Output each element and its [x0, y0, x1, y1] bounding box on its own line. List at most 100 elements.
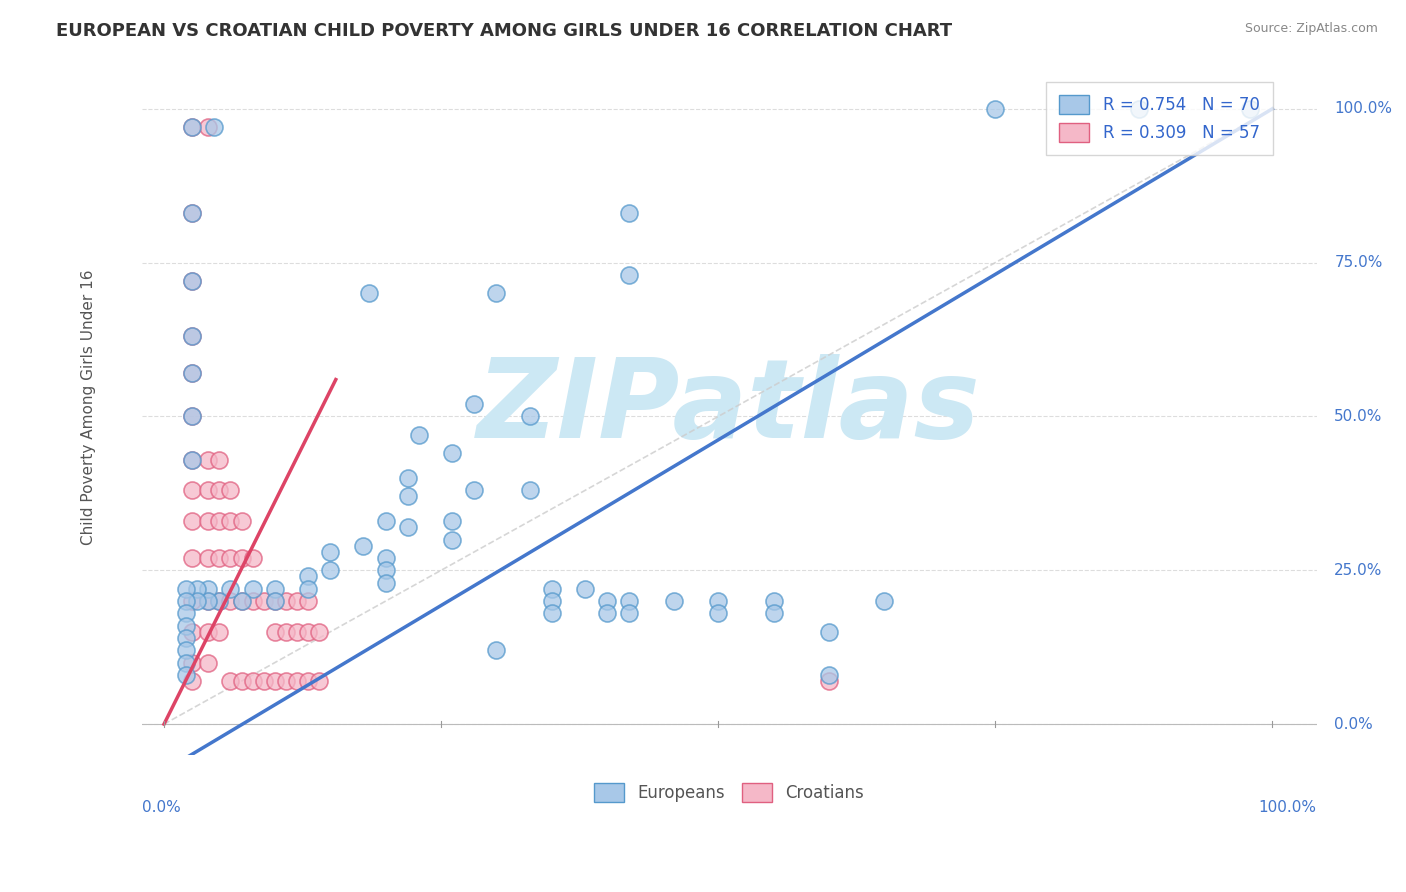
Point: [186, 582, 208, 596]
Point: [263, 582, 285, 596]
Point: [180, 367, 202, 381]
Point: [308, 674, 330, 689]
Point: [174, 668, 197, 682]
Point: [186, 594, 208, 608]
Point: [441, 533, 464, 547]
Point: [263, 624, 285, 639]
Point: [541, 607, 564, 621]
Legend: Europeans, Croatians: Europeans, Croatians: [588, 777, 870, 809]
Point: [297, 594, 319, 608]
Point: [818, 624, 841, 639]
Point: [197, 624, 219, 639]
Point: [818, 668, 841, 682]
Point: [180, 120, 202, 135]
Point: [762, 594, 785, 608]
Point: [319, 563, 342, 577]
Point: [174, 631, 197, 645]
Point: [180, 674, 202, 689]
Point: [596, 594, 619, 608]
Point: [519, 409, 541, 424]
Point: [274, 624, 297, 639]
Point: [263, 674, 285, 689]
Point: [463, 397, 485, 411]
Point: [308, 624, 330, 639]
Point: [219, 483, 242, 498]
Point: [984, 102, 1007, 116]
Point: [485, 286, 508, 301]
Point: [197, 582, 219, 596]
Point: [180, 206, 202, 220]
Point: [174, 607, 197, 621]
Point: [441, 514, 464, 528]
Point: [197, 551, 219, 566]
Point: [197, 483, 219, 498]
Point: [463, 483, 485, 498]
Point: [253, 594, 276, 608]
Point: [180, 206, 202, 220]
Point: [297, 624, 319, 639]
Point: [231, 551, 253, 566]
Point: [574, 582, 596, 596]
Point: [374, 514, 396, 528]
Point: [180, 329, 202, 343]
Point: [319, 545, 342, 559]
Point: [174, 594, 197, 608]
Point: [231, 594, 253, 608]
Point: [202, 120, 225, 135]
Point: [242, 594, 264, 608]
Point: [180, 624, 202, 639]
Point: [541, 594, 564, 608]
Point: [174, 618, 197, 632]
Point: [297, 569, 319, 583]
Text: ZIPatlas: ZIPatlas: [478, 354, 981, 461]
Text: 0.0%: 0.0%: [142, 800, 180, 815]
Point: [873, 594, 896, 608]
Point: [242, 551, 264, 566]
Point: [197, 120, 219, 135]
Point: [374, 563, 396, 577]
Point: [762, 607, 785, 621]
Point: [396, 471, 419, 485]
Point: [619, 607, 641, 621]
Point: [197, 452, 219, 467]
Point: [662, 594, 685, 608]
Point: [353, 539, 375, 553]
Point: [619, 268, 641, 282]
Point: [208, 624, 231, 639]
Point: [180, 409, 202, 424]
Point: [197, 656, 219, 670]
Point: [219, 674, 242, 689]
Text: 50.0%: 50.0%: [1334, 409, 1382, 424]
Point: [208, 452, 231, 467]
Point: [374, 551, 396, 566]
Point: [208, 551, 231, 566]
Point: [485, 643, 508, 657]
Point: [208, 594, 231, 608]
Point: [180, 120, 202, 135]
Point: [285, 624, 308, 639]
Point: [219, 594, 242, 608]
Point: [180, 329, 202, 343]
Point: [707, 594, 730, 608]
Point: [180, 594, 202, 608]
Text: 75.0%: 75.0%: [1334, 255, 1382, 270]
Point: [1239, 102, 1261, 116]
Point: [219, 514, 242, 528]
Point: [596, 607, 619, 621]
Point: [441, 446, 464, 460]
Point: [242, 674, 264, 689]
Point: [180, 483, 202, 498]
Text: 0.0%: 0.0%: [1334, 716, 1374, 731]
Point: [274, 674, 297, 689]
Point: [180, 452, 202, 467]
Text: Child Poverty Among Girls Under 16: Child Poverty Among Girls Under 16: [82, 269, 97, 545]
Point: [174, 643, 197, 657]
Point: [707, 607, 730, 621]
Point: [396, 490, 419, 504]
Point: [408, 428, 430, 442]
Point: [180, 514, 202, 528]
Text: 100.0%: 100.0%: [1258, 800, 1316, 815]
Point: [253, 674, 276, 689]
Point: [619, 206, 641, 220]
Point: [180, 367, 202, 381]
